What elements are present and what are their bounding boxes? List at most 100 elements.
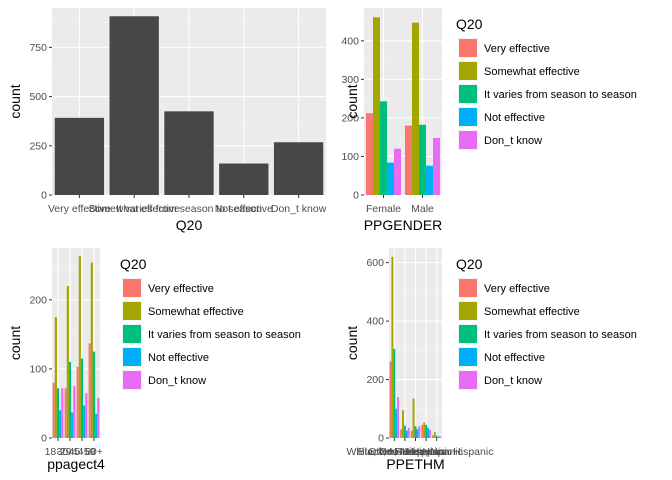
y-tick-label: 0 — [353, 190, 359, 202]
legend-label: Somewhat effective — [484, 306, 580, 318]
legend-label: It varies from season to season — [148, 329, 301, 341]
x-tick-label: Don_t know — [271, 203, 327, 215]
bar — [83, 405, 86, 438]
bar — [427, 427, 429, 438]
bar — [109, 16, 159, 196]
legend-label: Very effective — [484, 43, 550, 55]
bar — [365, 113, 373, 195]
bar — [403, 425, 406, 438]
bar — [400, 429, 403, 438]
legend-label: Somewhat effective — [484, 66, 580, 78]
bar — [439, 436, 442, 438]
x-tick-label: Not effective — [215, 203, 273, 215]
legend-swatch — [123, 279, 141, 297]
bar — [88, 343, 91, 438]
bar — [164, 111, 214, 195]
bar — [397, 397, 400, 438]
x-tick-label: White, Non-Hispanic — [346, 446, 442, 458]
bar — [80, 358, 84, 438]
x-tick-label: Very effective — [48, 203, 111, 215]
legend-label: Somewhat effective — [148, 306, 244, 318]
legend-label: Not effective — [484, 352, 545, 364]
x-axis-title: PPETHM — [386, 456, 444, 472]
x-tick-label: Female — [366, 203, 401, 215]
legend-swatch — [459, 85, 477, 103]
legend-swatch — [459, 279, 477, 297]
bar — [433, 432, 436, 438]
bar — [393, 348, 396, 438]
x-tick-label: 18-29 — [45, 446, 72, 458]
x-tick-label: 45-59 — [69, 446, 96, 458]
x-tick-label: Hispanic — [406, 446, 446, 458]
y-axis-title: count — [344, 326, 360, 360]
bar — [54, 317, 57, 438]
bar — [389, 361, 392, 438]
y-tick-label: 400 — [366, 316, 384, 328]
bar — [85, 393, 88, 438]
legend-swatch — [459, 325, 477, 343]
bar — [97, 397, 100, 438]
legend-label: Not effective — [484, 112, 545, 124]
bar — [416, 429, 419, 438]
bar — [428, 429, 431, 438]
legend-swatch — [123, 371, 141, 389]
y-tick-label: 100 — [341, 151, 359, 163]
y-tick-label: 0 — [378, 433, 384, 445]
bar — [435, 435, 438, 438]
legend-title: Q20 — [120, 256, 147, 272]
legend-label: Very effective — [148, 283, 214, 295]
bar — [372, 17, 380, 196]
bar — [395, 408, 398, 438]
bar — [61, 388, 64, 438]
bar — [59, 410, 62, 438]
y-axis-title: count — [7, 326, 23, 360]
legend-swatch — [459, 348, 477, 366]
legend-label: It varies from season to season — [484, 89, 637, 101]
bar — [64, 388, 67, 438]
y-tick-label: 0 — [41, 190, 47, 202]
y-axis-title: count — [344, 84, 360, 118]
bar — [90, 262, 93, 438]
x-tick-label: 60+ — [85, 446, 103, 458]
legend-label: Don_t know — [484, 375, 542, 387]
bar — [76, 366, 79, 438]
bar — [391, 256, 394, 438]
y-tick-label: 200 — [29, 294, 47, 306]
y-tick-label: 300 — [341, 74, 359, 86]
y-axis-title: count — [7, 84, 23, 118]
y-tick-label: 200 — [341, 112, 359, 124]
y-tick-label: 600 — [366, 257, 384, 269]
legend-swatch — [459, 131, 477, 149]
legend-label: It varies from season to season — [484, 329, 637, 341]
bar — [56, 388, 60, 438]
legend-swatch — [459, 371, 477, 389]
legend-label: Not effective — [148, 352, 209, 364]
legend-swatch — [123, 325, 141, 343]
bar — [95, 413, 98, 438]
y-tick-label: 100 — [29, 363, 47, 375]
bar — [273, 142, 324, 195]
bar — [418, 426, 421, 438]
bar — [402, 410, 404, 438]
x-axis-title: Q20 — [176, 217, 203, 233]
legend-swatch — [459, 39, 477, 57]
bar — [78, 256, 81, 438]
bar — [379, 101, 388, 195]
bar — [387, 162, 395, 195]
y-tick-label: 750 — [29, 42, 47, 54]
bar — [410, 430, 413, 438]
bar — [73, 386, 76, 438]
legend-swatch — [459, 62, 477, 80]
bar — [437, 436, 440, 438]
legend-title: Q20 — [456, 16, 483, 32]
y-tick-label: 0 — [41, 433, 47, 445]
bar — [54, 117, 105, 195]
y-tick-label: 400 — [341, 35, 359, 47]
legend-label: Don_t know — [484, 135, 542, 147]
bar — [412, 398, 415, 438]
x-tick-label: It varies from season to season — [116, 203, 262, 215]
x-axis-title: ppagect4 — [47, 456, 105, 472]
